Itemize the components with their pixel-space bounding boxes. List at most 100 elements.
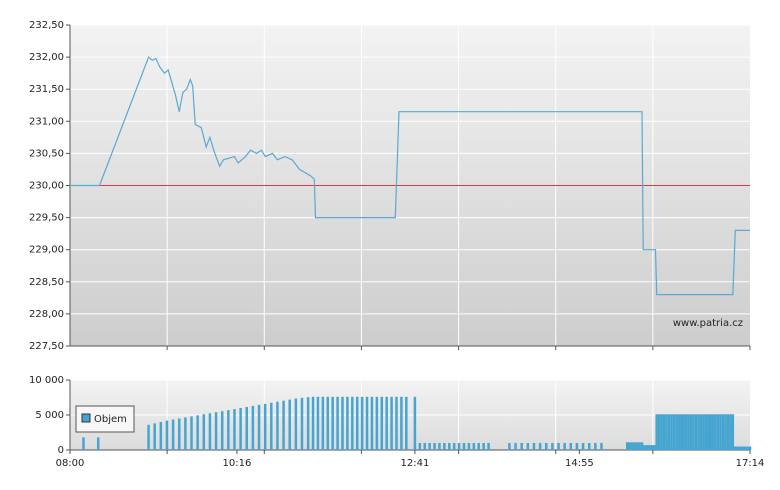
volume-bar: [635, 442, 639, 450]
volume-bar: [684, 414, 688, 450]
y-tick-label: 231,50: [29, 84, 64, 95]
volume-bar: [626, 442, 629, 450]
volume-bar: [462, 443, 466, 450]
volume-bar: [443, 443, 446, 450]
volume-bar: [655, 414, 658, 450]
volume-bar: [300, 397, 304, 450]
x-tick-label: 10:16: [223, 458, 252, 469]
volume-bar: [418, 443, 422, 450]
volume-bar: [270, 402, 273, 450]
volume-bar: [321, 396, 325, 450]
volume-bar: [738, 446, 742, 450]
volume-bar: [520, 443, 523, 450]
volume-bar: [365, 396, 369, 450]
volume-bar: [208, 413, 212, 450]
volume-bar: [184, 417, 187, 450]
volume-bar: [336, 396, 339, 450]
volume-bar: [220, 411, 224, 450]
volume-bar: [467, 443, 471, 450]
volume-bar: [657, 414, 661, 450]
volume-bar: [331, 396, 334, 450]
volume-bar: [692, 414, 695, 450]
volume-bar: [288, 399, 291, 450]
volume-bar: [395, 396, 398, 450]
volume-bar: [748, 446, 752, 450]
volume-bar: [729, 414, 732, 450]
volume-bar: [263, 403, 267, 450]
x-tick-label: 12:41: [400, 458, 429, 469]
volume-bar: [311, 396, 315, 450]
volume-bar: [257, 404, 261, 450]
volume-bar: [743, 446, 747, 450]
volume-bar: [667, 414, 671, 450]
volume-bar: [159, 422, 163, 450]
volume-bar: [82, 437, 85, 450]
volume-bar: [702, 414, 705, 450]
volume-bar: [724, 414, 727, 450]
volume-bar: [233, 409, 236, 450]
volume-bar: [514, 443, 517, 450]
volume-bar: [360, 396, 364, 450]
volume-bar: [648, 445, 651, 450]
volume-bar: [551, 443, 554, 450]
price-line: [70, 56, 750, 296]
volume-bar: [645, 445, 649, 450]
volume-bar: [147, 424, 150, 450]
volume-bar: [355, 396, 359, 450]
volume-bar: [405, 396, 408, 450]
volume-bar: [711, 414, 715, 450]
volume-bar: [294, 398, 298, 450]
layer: 227,50 228,00 228,50 229,00 229,50 230,00 230,…: [29, 20, 764, 469]
volume-bar: [385, 396, 388, 450]
volume-bar: [653, 445, 656, 450]
volume-bar: [594, 443, 597, 450]
volume-bar: [731, 414, 735, 450]
y-tick-label: 230,50: [29, 148, 64, 159]
x-tick-label: 14:55: [565, 458, 594, 469]
volume-bar: [581, 443, 585, 450]
volume-bar: [508, 443, 511, 450]
volume-bar: [276, 401, 279, 450]
volume-bar: [643, 445, 646, 450]
volume-bar: [628, 442, 631, 450]
y-tick-label: 227,50: [29, 341, 64, 352]
volume-bar: [687, 414, 690, 450]
volume-bar: [341, 396, 344, 450]
volume-bar: [380, 396, 384, 450]
volume-bar: [704, 414, 708, 450]
volume-bar: [282, 400, 285, 450]
volume-bar: [351, 396, 354, 450]
volume-bar: [196, 415, 199, 450]
volume-bar: [452, 443, 456, 450]
volume-bar: [153, 423, 156, 450]
volume-bar: [557, 443, 560, 450]
volume-bar: [694, 414, 698, 450]
y-tick-label: 228,50: [29, 277, 64, 288]
volume-bar: [719, 414, 722, 450]
volume-bar: [532, 443, 536, 450]
x-tick-label: 17:14: [736, 458, 765, 469]
y-tick-label: 232,50: [29, 20, 64, 31]
volume-bar: [680, 414, 683, 450]
volume-bar: [736, 446, 739, 450]
volume-bar: [526, 443, 530, 450]
y-tick-label: 5 000: [35, 410, 64, 421]
volume-bar: [575, 443, 579, 450]
y-tick-label: 0: [58, 445, 64, 456]
volume-bar: [741, 446, 744, 450]
volume-bar: [672, 414, 676, 450]
volume-bar: [746, 446, 749, 450]
volume-bar: [482, 443, 485, 450]
volume-bar: [457, 443, 461, 450]
y-tick-label: 231,00: [29, 116, 64, 127]
volume-bar: [171, 419, 175, 450]
y-tick-label: 229,50: [29, 213, 64, 224]
volume-bar: [472, 443, 476, 450]
volume-bar: [245, 406, 249, 450]
volume-bar: [660, 414, 663, 450]
volume-bar: [165, 420, 169, 450]
volume-bar: [413, 396, 417, 450]
volume-bar: [346, 396, 349, 450]
volume-bar: [677, 414, 681, 450]
volume-bar: [214, 412, 218, 450]
